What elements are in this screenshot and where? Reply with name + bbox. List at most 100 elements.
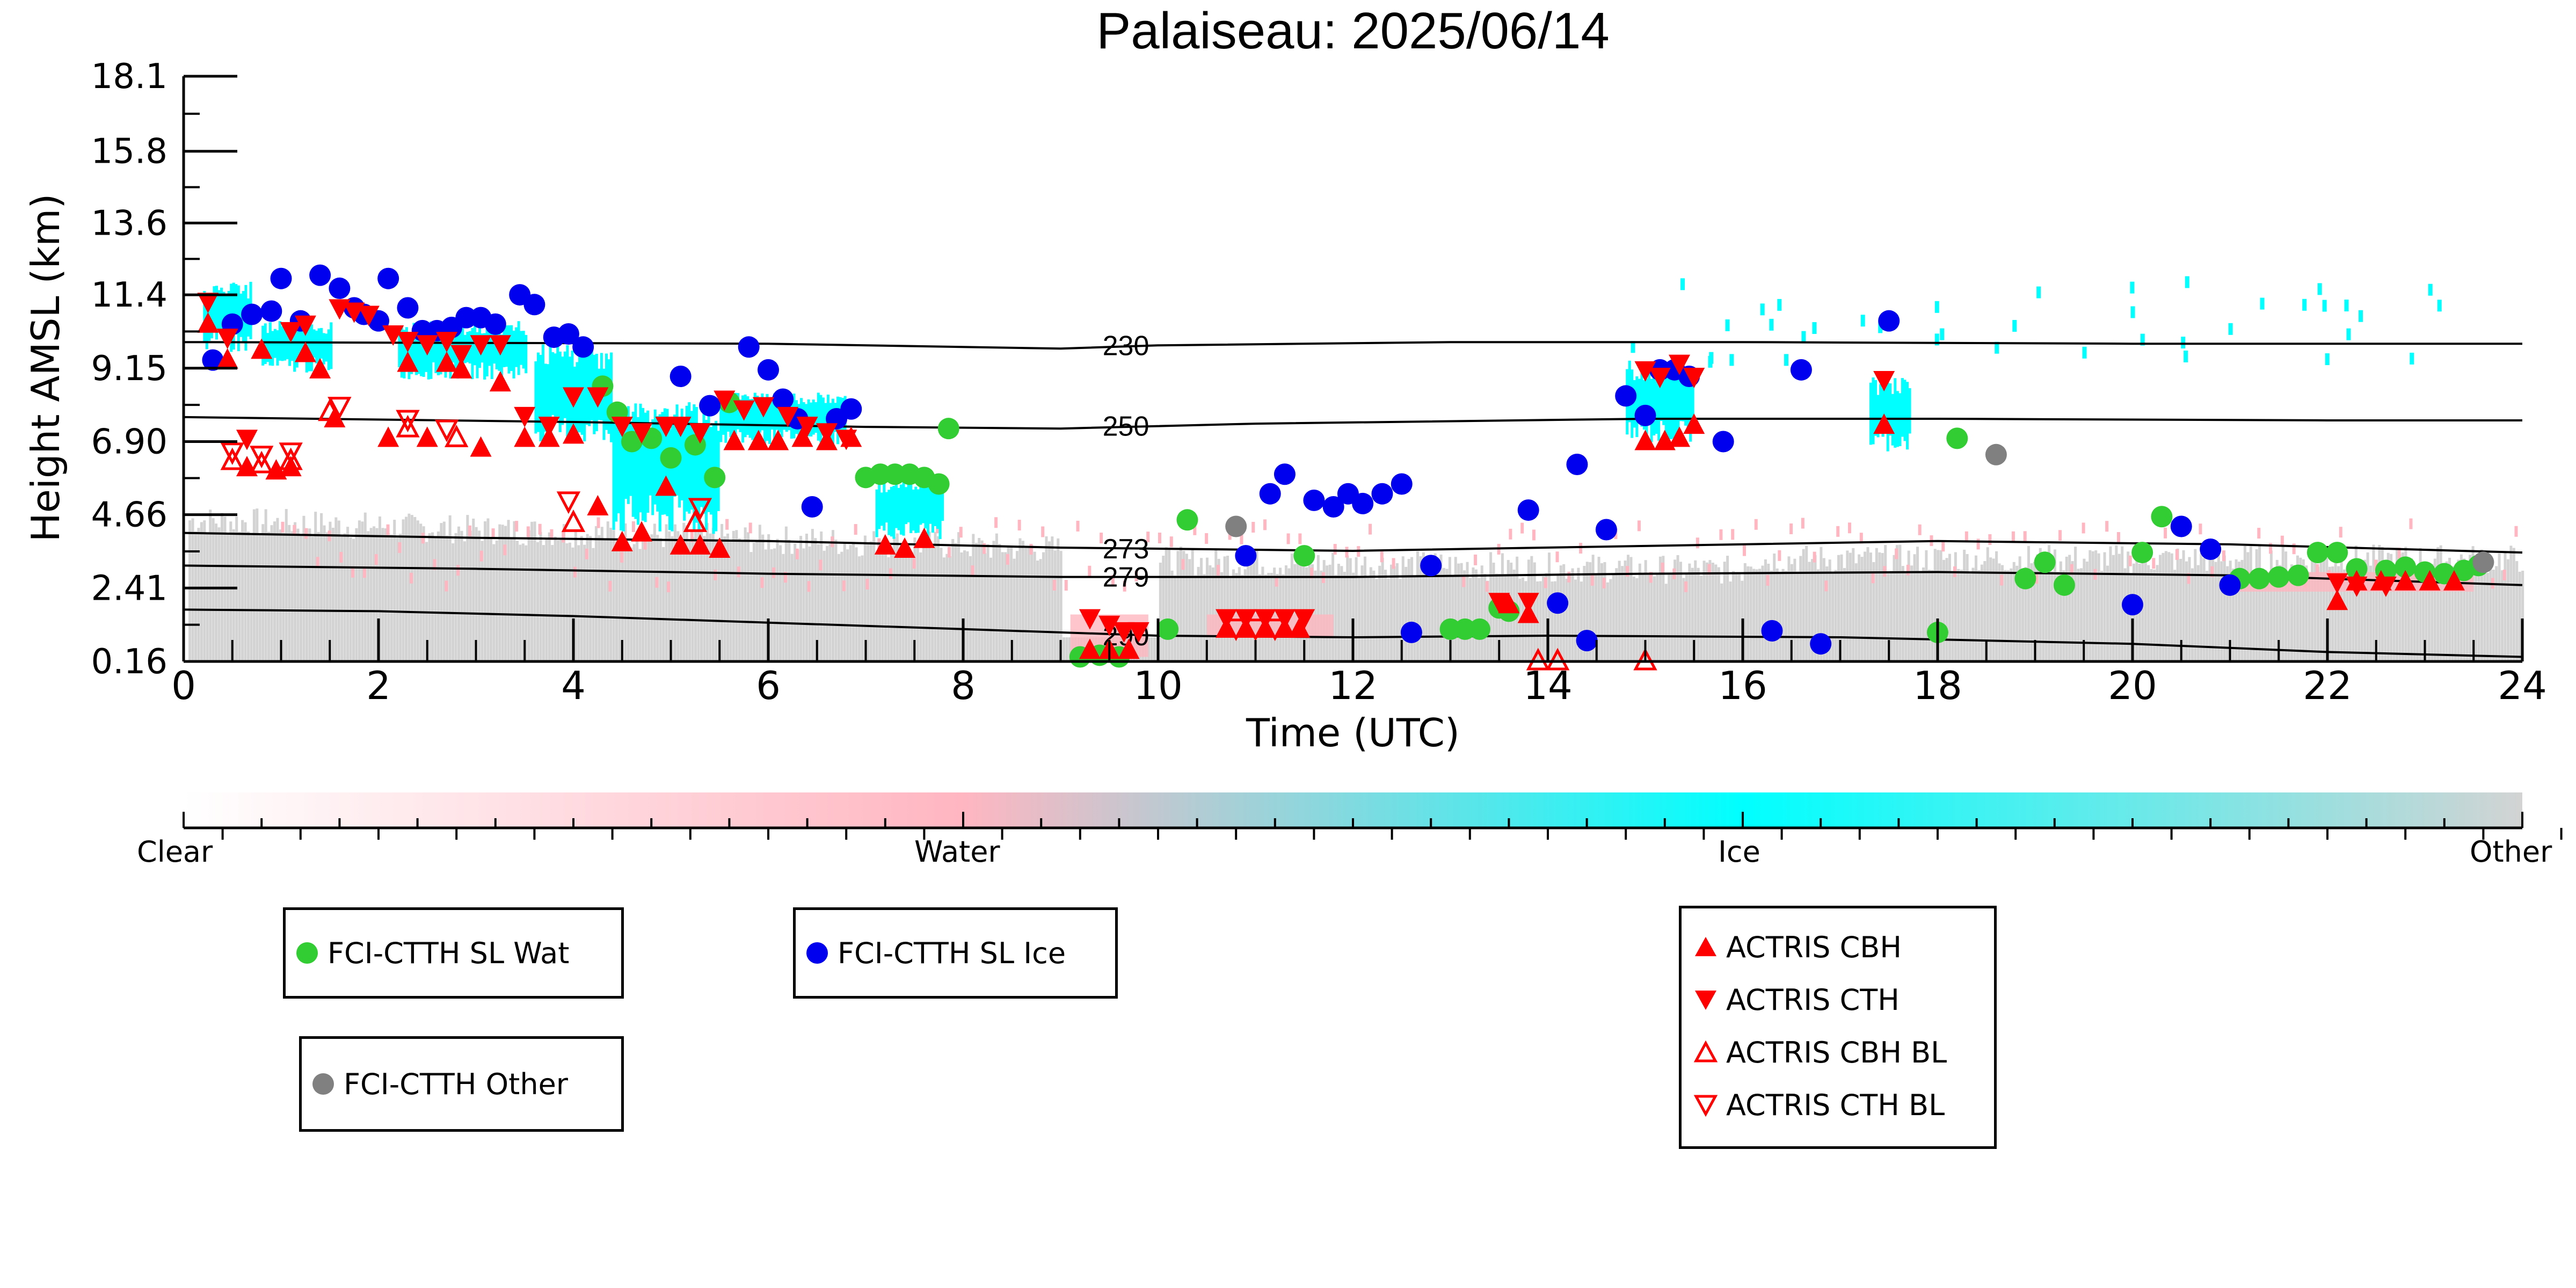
x-tick-label: 2	[366, 663, 391, 708]
other-column	[673, 524, 676, 661]
marker-circle	[928, 473, 950, 495]
ice-column	[512, 330, 515, 379]
other-column	[2293, 565, 2296, 661]
ice-column	[310, 324, 313, 372]
other-column	[857, 556, 861, 661]
water-patch	[1964, 531, 1968, 542]
water-patch	[1193, 524, 1197, 535]
other-column	[2501, 570, 2504, 661]
ice-speckle	[2184, 350, 2188, 362]
other-column	[2284, 551, 2288, 661]
other-column	[776, 539, 779, 661]
other-column	[557, 540, 560, 661]
other-column	[881, 551, 884, 661]
other-column	[396, 537, 399, 661]
ice-column	[398, 333, 401, 368]
other-column	[1846, 550, 1849, 661]
other-column	[1580, 581, 1583, 661]
other-column	[2153, 569, 2156, 661]
other-column	[2156, 565, 2159, 661]
other-column	[808, 546, 811, 661]
other-column	[1808, 562, 1811, 661]
other-column	[934, 532, 937, 661]
other-column	[2504, 552, 2507, 661]
other-column	[2346, 573, 2349, 661]
ice-column	[235, 284, 238, 335]
other-column	[1384, 570, 1387, 661]
other-column	[887, 557, 890, 661]
other-column	[723, 536, 726, 661]
ice-speckle	[1680, 278, 1685, 290]
marker-circle	[1878, 310, 1900, 332]
other-column	[431, 532, 434, 661]
other-column	[919, 552, 922, 661]
other-column	[548, 532, 551, 661]
other-column	[1624, 560, 1627, 661]
water-patch	[1146, 532, 1150, 543]
marker-circle	[699, 395, 721, 417]
other-column	[2401, 552, 2404, 661]
water-patch	[1590, 574, 1594, 586]
other-column	[1355, 557, 1358, 661]
water-patch	[585, 548, 588, 559]
other-column	[638, 549, 642, 661]
other-column	[246, 531, 250, 661]
other-column	[2243, 545, 2246, 661]
other-column	[1834, 570, 1837, 661]
ice-column	[1869, 382, 1872, 445]
ice-column	[290, 333, 294, 361]
other-column	[1395, 563, 1399, 661]
other-column	[475, 527, 478, 661]
marker-triangle-up	[436, 351, 458, 372]
ice-column	[476, 332, 479, 379]
water-patch	[807, 581, 811, 592]
other-column	[2433, 558, 2436, 661]
ice-column	[327, 329, 330, 370]
other-column	[2515, 561, 2519, 661]
ice-column	[697, 431, 701, 532]
other-column	[600, 527, 603, 661]
other-column	[1995, 551, 1998, 661]
water-patch	[1836, 526, 1840, 537]
water-patch	[865, 579, 869, 590]
ice-speckle	[2346, 328, 2351, 340]
other-column	[2144, 557, 2147, 661]
other-column	[261, 524, 265, 661]
marker-triangle-up	[670, 534, 692, 555]
marker-circle	[1761, 620, 1783, 642]
other-column	[1533, 562, 1536, 661]
other-column	[1004, 552, 1007, 661]
marker-triangle-up	[874, 534, 896, 555]
other-column	[384, 528, 387, 661]
other-column	[1925, 550, 1928, 661]
legend-fci-wat: FCI-CTTH SL Wat	[283, 907, 624, 999]
water-patch	[2374, 559, 2378, 571]
water-patch	[1286, 533, 1290, 544]
water-patch	[1520, 522, 1524, 534]
ice-column	[919, 485, 922, 525]
other-column	[974, 543, 978, 661]
other-column	[217, 527, 221, 661]
other-column	[2255, 549, 2258, 661]
marker-triangle-up	[791, 426, 813, 447]
water-patch	[959, 527, 963, 538]
other-column	[1717, 567, 1720, 661]
other-column	[238, 532, 241, 661]
other-column	[2196, 565, 2200, 661]
other-column	[495, 540, 498, 661]
ice-speckle	[2359, 310, 2363, 322]
other-column	[940, 548, 943, 661]
other-column	[1466, 562, 1469, 661]
legend-entry: FCI-CTTH SL Ice	[801, 936, 1066, 970]
other-column	[1761, 565, 1764, 661]
water-patch	[562, 532, 565, 543]
other-column	[2425, 563, 2428, 661]
ice-column	[819, 395, 823, 442]
other-column	[1609, 579, 1612, 661]
marker-triangle-up	[894, 537, 916, 558]
other-column	[481, 541, 484, 661]
marker-circle	[2170, 515, 2192, 537]
other-column	[685, 525, 688, 661]
marker-triangle-up-open	[279, 447, 303, 470]
other-column	[2036, 554, 2039, 661]
